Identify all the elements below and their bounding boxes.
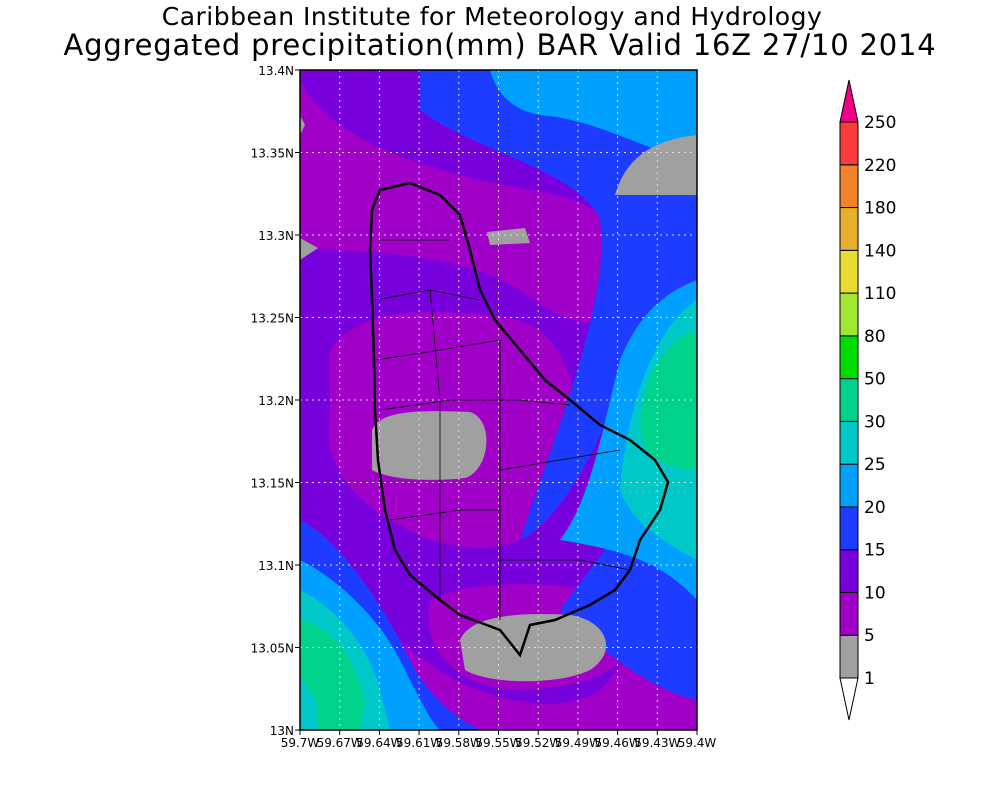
x-tick-label: 59.67W: [317, 736, 363, 750]
x-tick-label: 59.52W: [515, 736, 561, 750]
colorbar-arrow-bottom: [839, 677, 859, 721]
colorbar-segment: [839, 207, 859, 251]
colorbar-segment: [839, 420, 859, 465]
colorbar-arrow-top: [839, 79, 859, 123]
y-tick-label: 13.3N: [258, 229, 294, 243]
y-tick-label: 13N: [270, 724, 294, 738]
contour-region-1mm: [300, 115, 305, 135]
colorbar-segment: [839, 591, 859, 636]
y-tick-label: 13.35N: [251, 147, 294, 161]
y-tick-label: 13.4N: [258, 64, 294, 78]
contour-region-30mm: [300, 620, 365, 730]
colorbar-label: 20: [864, 498, 886, 518]
colorbar-segment: [839, 634, 859, 679]
colorbar-segment: [839, 249, 859, 294]
colorbar-label: 25: [864, 455, 886, 475]
colorbar-segment: [839, 335, 859, 380]
y-tick-label: 13.15N: [251, 477, 294, 491]
colorbar-label: 1: [864, 669, 875, 689]
y-tick-label: 13.25N: [251, 312, 294, 326]
x-tick-label: 59.49W: [555, 736, 601, 750]
colorbar-label: 110: [864, 284, 896, 304]
precipitation-field: [300, 70, 697, 730]
x-tick-label: 59.7W: [281, 736, 320, 750]
x-tick-label: 59.43W: [634, 736, 680, 750]
colorbar-segment: [839, 164, 859, 209]
y-tick-label: 13.1N: [258, 559, 294, 573]
figure-title-product: Aggregated precipitation(mm) BAR Valid 1…: [63, 28, 937, 62]
contour-region-1mm: [460, 614, 607, 682]
x-tick-label: 59.46W: [594, 736, 640, 750]
axes: 59.7W59.67W59.64W59.61W59.58W59.55W59.52…: [251, 64, 717, 750]
contour-region-20mm: [490, 70, 697, 160]
barbados-coastline: [368, 181, 670, 658]
colorbar-label: 15: [864, 541, 886, 561]
colorbar-label: 50: [864, 370, 886, 390]
colorbar-label: 220: [864, 156, 896, 176]
colorbar-segment: [839, 506, 859, 551]
x-tick-label: 59.64W: [356, 736, 402, 750]
contour-region-30mm: [640, 330, 697, 470]
x-tick-label: 59.4W: [678, 736, 717, 750]
colorbar-segment: [839, 121, 859, 166]
x-tick-label: 59.58W: [436, 736, 482, 750]
contour-region-1mm: [372, 411, 487, 480]
colorbar-label: 80: [864, 327, 886, 347]
colorbar-segment: [839, 292, 859, 337]
colorbar-label: 30: [864, 412, 886, 432]
x-tick-label: 59.55W: [475, 736, 521, 750]
colorbar-label: 250: [864, 113, 896, 133]
parish-boundaries: [374, 239, 631, 620]
colorbar-segment: [839, 463, 859, 508]
contour-region-1mm: [615, 135, 697, 195]
y-tick-label: 13.2N: [258, 394, 294, 408]
figure-title-institute: Caribbean Institute for Meteorology and …: [161, 2, 823, 31]
colorbar-label: 5: [864, 626, 875, 646]
contour-region-1mm: [300, 238, 318, 260]
contour-region-5mm: [300, 80, 632, 323]
colorbar-segment: [839, 378, 859, 422]
x-tick-label: 59.61W: [396, 736, 442, 750]
y-tick-label: 13.05N: [251, 642, 294, 656]
colorbar-label: 180: [864, 199, 896, 219]
contour-region-1mm: [487, 228, 530, 245]
colorbar-segment: [839, 549, 859, 593]
colorbar-label: 140: [864, 241, 896, 261]
colorbar-label: 10: [864, 583, 886, 603]
